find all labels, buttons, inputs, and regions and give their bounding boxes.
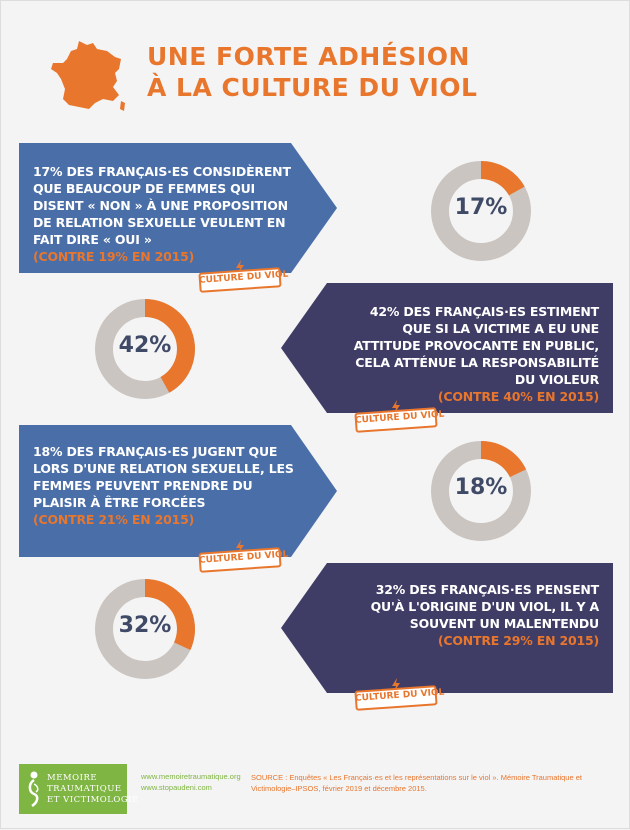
donut-3-label: 18% [454, 475, 508, 500]
stat-1-comparison: (CONTRE 19% EN 2015) [33, 249, 195, 264]
stat-banner-1: 17% DES FRANÇAIS·ES CONSIDÈRENT QUE BEAU… [19, 143, 339, 273]
donut-chart-2: 42% [93, 297, 197, 401]
stat-banner-3: 18% DES FRANÇAIS·ES JUGENT QUE LORS D'UN… [19, 425, 339, 557]
logo-line-3: ET VICTIMOLOGIE [47, 795, 139, 805]
donut-4-label: 32% [118, 613, 172, 638]
donut-4-arc [95, 579, 195, 679]
banner-3-shape [19, 425, 337, 557]
stat-3-statement: 18% DES FRANÇAIS·ES JUGENT QUE LORS D'UN… [33, 444, 294, 510]
lightning-icon [236, 540, 244, 554]
culture-du-viol-tag-3: CULTURE DU VIOL [198, 540, 289, 574]
page-title: UNE FORTE ADHÉSION À LA CULTURE DU VIOL [147, 41, 477, 103]
stat-2-comparison: (CONTRE 40% EN 2015) [437, 389, 599, 404]
lightning-icon [392, 400, 400, 414]
donut-3-arc [431, 441, 531, 541]
logo-line-2: TRAUMATIQUE [47, 784, 122, 794]
stat-4-comparison: (CONTRE 29% EN 2015) [437, 633, 599, 648]
figure-logo-icon [28, 771, 39, 808]
logo-line-1: MEMOIRE [47, 773, 98, 783]
stat-4-statement: 32% DES FRANÇAIS·ES PENSENT QU'À L'ORIGI… [370, 582, 600, 631]
stat-banner-2: 42% DES FRANÇAIS·ES ESTIMENT QUE SI LA V… [281, 283, 613, 413]
stat-banner-4: 32% DES FRANÇAIS·ES PENSENT QU'À L'ORIGI… [281, 563, 613, 693]
culture-du-viol-tag-2: CULTURE DU VIOL [354, 400, 445, 434]
stat-3-comparison: (CONTRE 21% EN 2015) [33, 512, 195, 527]
source-citation: SOURCE : Enquêtes « Les Français·es et l… [251, 773, 582, 793]
donut-2-arc [95, 299, 195, 399]
culture-du-viol-tag-4: CULTURE DU VIOL [354, 678, 445, 712]
lightning-icon [392, 678, 400, 692]
banner-2-shape [281, 283, 613, 413]
donut-1-label: 17% [454, 195, 508, 220]
donut-1-arc [431, 161, 531, 261]
url-memoiretraumatique[interactable]: www.memoiretraumatique.org [141, 772, 241, 781]
title-line-1: UNE FORTE ADHÉSION [147, 42, 470, 71]
memoire-traumatique-logo: MEMOIRE TRAUMATIQUE ET VICTIMOLOGIE [19, 764, 138, 814]
donut-chart-1: 17% [429, 159, 533, 263]
stat-2-statement: 42% DES FRANÇAIS·ES ESTIMENT QUE SI LA V… [353, 304, 599, 387]
url-stopaudeni[interactable]: www.stopaudeni.com [141, 783, 212, 792]
lightning-icon [236, 260, 244, 274]
footer: MEMOIRE TRAUMATIQUE ET VICTIMOLOGIE www.… [1, 758, 630, 830]
banner-1-shape [19, 143, 337, 273]
stat-1-statement: 17% DES FRANÇAIS·ES CONSIDÈRENT QUE BEAU… [33, 164, 291, 247]
culture-du-viol-tag-1: CULTURE DU VIOL [198, 260, 289, 294]
title-line-2: À LA CULTURE DU VIOL [147, 73, 478, 102]
donut-2-label: 42% [118, 333, 172, 358]
banner-4-shape [281, 563, 613, 693]
donut-chart-4: 32% [93, 577, 197, 681]
france-map-icon [51, 41, 125, 111]
donut-chart-3: 18% [429, 439, 533, 543]
